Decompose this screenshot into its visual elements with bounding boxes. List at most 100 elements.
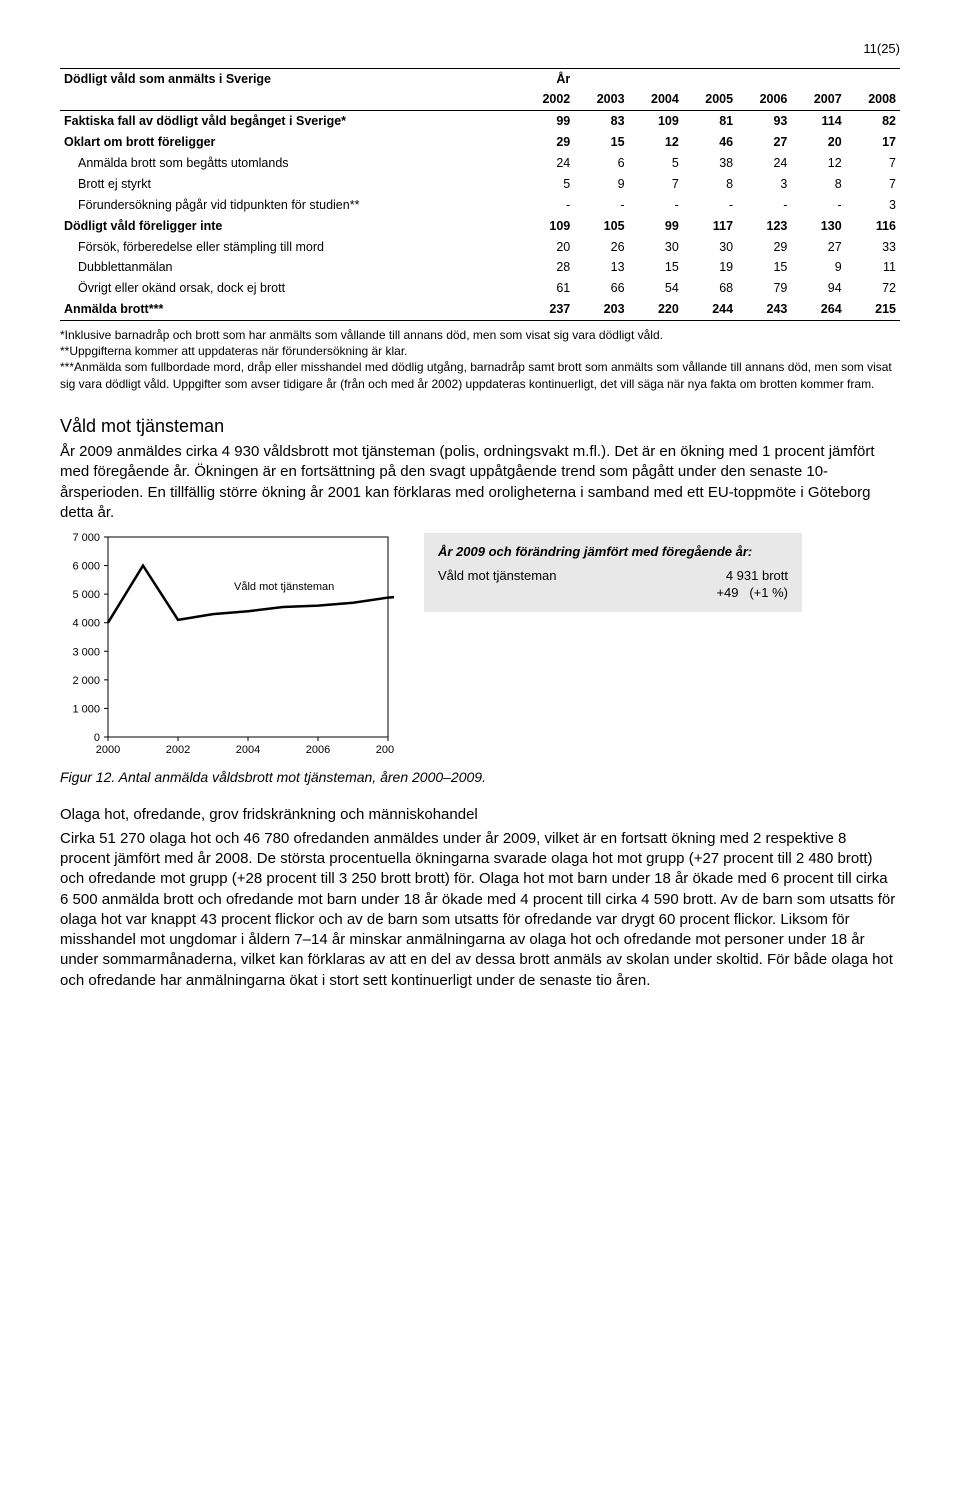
th-year: 2007: [791, 89, 845, 110]
cell: -: [520, 195, 574, 216]
cell: 215: [846, 299, 900, 320]
cell: 7: [629, 174, 683, 195]
cell: 220: [629, 299, 683, 320]
cell: 19: [683, 257, 737, 278]
table-dodligt-vald: Dödligt våld som anmälts i Sverige År 20…: [60, 68, 900, 322]
row-label: Övrigt eller okänd orsak, dock ej brott: [60, 278, 520, 299]
footnote-2: **Uppgifterna kommer att uppdateras när …: [60, 343, 900, 359]
th-year: 2003: [574, 89, 628, 110]
th-year: 2005: [683, 89, 737, 110]
svg-text:0: 0: [94, 732, 100, 744]
cell: 8: [791, 174, 845, 195]
row-label: Oklart om brott föreligger: [60, 132, 520, 153]
cell: 54: [629, 278, 683, 299]
row-label: Brott ej styrkt: [60, 174, 520, 195]
cell: 28: [520, 257, 574, 278]
cell: 5: [629, 153, 683, 174]
table-row: Dödligt våld föreligger inte109105991171…: [60, 216, 900, 237]
cell: 237: [520, 299, 574, 320]
cell: -: [737, 195, 791, 216]
infobox-row-label: Våld mot tjänsteman: [438, 567, 656, 585]
cell: 26: [574, 237, 628, 258]
cell: 13: [574, 257, 628, 278]
cell: 81: [683, 111, 737, 132]
cell: 12: [791, 153, 845, 174]
figure-caption: Figur 12. Antal anmälda våldsbrott mot t…: [60, 768, 900, 787]
cell: 17: [846, 132, 900, 153]
cell: 29: [520, 132, 574, 153]
svg-text:7 000: 7 000: [72, 533, 100, 544]
cell: 15: [737, 257, 791, 278]
cell: 116: [846, 216, 900, 237]
cell: -: [791, 195, 845, 216]
th-year: 2004: [629, 89, 683, 110]
cell: 27: [791, 237, 845, 258]
cell: 24: [520, 153, 574, 174]
cell: 9: [574, 174, 628, 195]
heading-olaga-hot: Olaga hot, ofredande, grov fridskränknin…: [60, 805, 900, 825]
svg-text:6 000: 6 000: [72, 561, 100, 573]
cell: 38: [683, 153, 737, 174]
infobox-row-value: 4 931 brott: [656, 567, 788, 585]
table-row: Oklart om brott föreligger29151246272017: [60, 132, 900, 153]
cell: 109: [629, 111, 683, 132]
cell: 46: [683, 132, 737, 153]
cell: 114: [791, 111, 845, 132]
cell: 3: [737, 174, 791, 195]
cell: 30: [683, 237, 737, 258]
cell: 99: [520, 111, 574, 132]
cell: 105: [574, 216, 628, 237]
chart-vald-mot-tjansteman: 01 0002 0003 0004 0005 0006 0007 0002000…: [60, 533, 394, 764]
table-row: Faktiska fall av dödligt våld begånget i…: [60, 111, 900, 132]
year-label: År: [520, 68, 574, 89]
cell: 203: [574, 299, 628, 320]
cell: 68: [683, 278, 737, 299]
cell: 123: [737, 216, 791, 237]
cell: 20: [520, 237, 574, 258]
cell: 72: [846, 278, 900, 299]
table-footnotes: *Inklusive barnadråp och brott som har a…: [60, 327, 900, 392]
cell: 6: [574, 153, 628, 174]
th-year: 2006: [737, 89, 791, 110]
cell: 20: [791, 132, 845, 153]
svg-text:2008: 2008: [376, 744, 394, 756]
cell: 11: [846, 257, 900, 278]
cell: 264: [791, 299, 845, 320]
svg-text:3 000: 3 000: [72, 646, 100, 658]
para-vald-mot-tjansteman: År 2009 anmäldes cirka 4 930 våldsbrott …: [60, 442, 900, 523]
row-label: Dubblettanmälan: [60, 257, 520, 278]
th-year: 2008: [846, 89, 900, 110]
table-row: Försök, förberedelse eller stämpling til…: [60, 237, 900, 258]
th-year: 2002: [520, 89, 574, 110]
infobox-title: År 2009 och förändring jämfört med föreg…: [438, 543, 788, 561]
cell: 99: [629, 216, 683, 237]
cell: 83: [574, 111, 628, 132]
cell: 93: [737, 111, 791, 132]
row-label: Försök, förberedelse eller stämpling til…: [60, 237, 520, 258]
table-row: Anmälda brott som begåtts utomlands24653…: [60, 153, 900, 174]
cell: 7: [846, 174, 900, 195]
table-row: Förundersökning pågår vid tidpunkten för…: [60, 195, 900, 216]
table-row: Brott ej styrkt5978387: [60, 174, 900, 195]
cell: 3: [846, 195, 900, 216]
footnote-3: ***Anmälda som fullbordade mord, dråp el…: [60, 359, 900, 391]
cell: 15: [629, 257, 683, 278]
cell: 94: [791, 278, 845, 299]
table-row: Dubblettanmälan2813151915911: [60, 257, 900, 278]
cell: 29: [737, 237, 791, 258]
row-label: Anmälda brott som begåtts utomlands: [60, 153, 520, 174]
cell: 130: [791, 216, 845, 237]
row-label: Förundersökning pågår vid tidpunkten för…: [60, 195, 520, 216]
para-olaga-hot: Cirka 51 270 olaga hot och 46 780 ofreda…: [60, 829, 900, 991]
svg-text:5 000: 5 000: [72, 589, 100, 601]
cell: 66: [574, 278, 628, 299]
svg-text:1 000: 1 000: [72, 704, 100, 716]
infobox-row-delta: +49 (+1 %): [656, 584, 788, 602]
cell: 30: [629, 237, 683, 258]
cell: 117: [683, 216, 737, 237]
cell: -: [683, 195, 737, 216]
heading-vald-mot-tjansteman: Våld mot tjänsteman: [60, 414, 900, 438]
cell: 243: [737, 299, 791, 320]
table-row: Övrigt eller okänd orsak, dock ej brott6…: [60, 278, 900, 299]
cell: 61: [520, 278, 574, 299]
